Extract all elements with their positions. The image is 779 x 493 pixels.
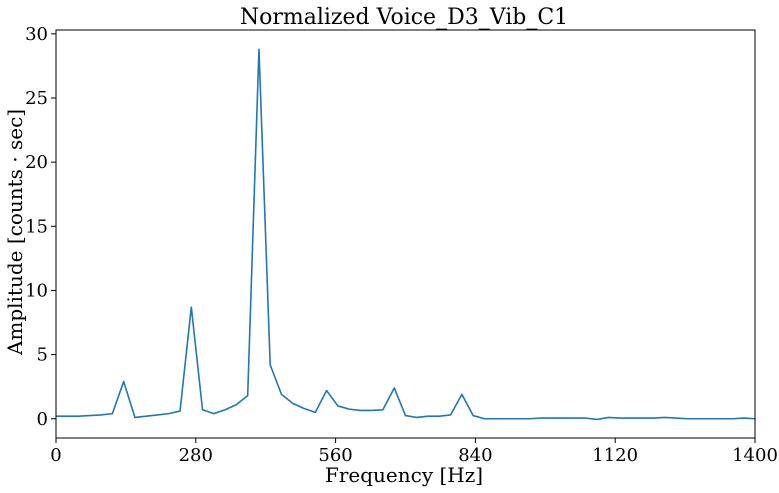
y-tick-label: 20 — [25, 152, 48, 173]
x-tick-label: 1400 — [732, 445, 778, 466]
x-tick-label: 280 — [179, 445, 213, 466]
y-tick-label: 25 — [25, 88, 48, 109]
y-tick-label: 30 — [25, 24, 48, 45]
y-tick-label: 5 — [37, 345, 48, 366]
y-tick-label: 10 — [25, 280, 48, 301]
x-tick-label: 560 — [318, 445, 352, 466]
y-axis-title: Amplitude [counts · sec] — [3, 109, 27, 356]
chart-title: Normalized Voice_D3_Vib_C1 — [240, 5, 568, 30]
y-tick-label: 0 — [37, 409, 48, 430]
x-tick-label: 1120 — [592, 445, 638, 466]
y-tick-label: 15 — [25, 216, 48, 237]
x-tick-label: 840 — [458, 445, 492, 466]
x-tick-label: 0 — [50, 445, 61, 466]
plot-frame — [55, 29, 756, 439]
x-axis-title: Frequency [Hz] — [325, 463, 483, 487]
plot-area: 0 280 560 840 1120 1400 0 5 10 15 20 25 30 — [25, 24, 778, 466]
series-line-0 — [56, 48, 755, 421]
